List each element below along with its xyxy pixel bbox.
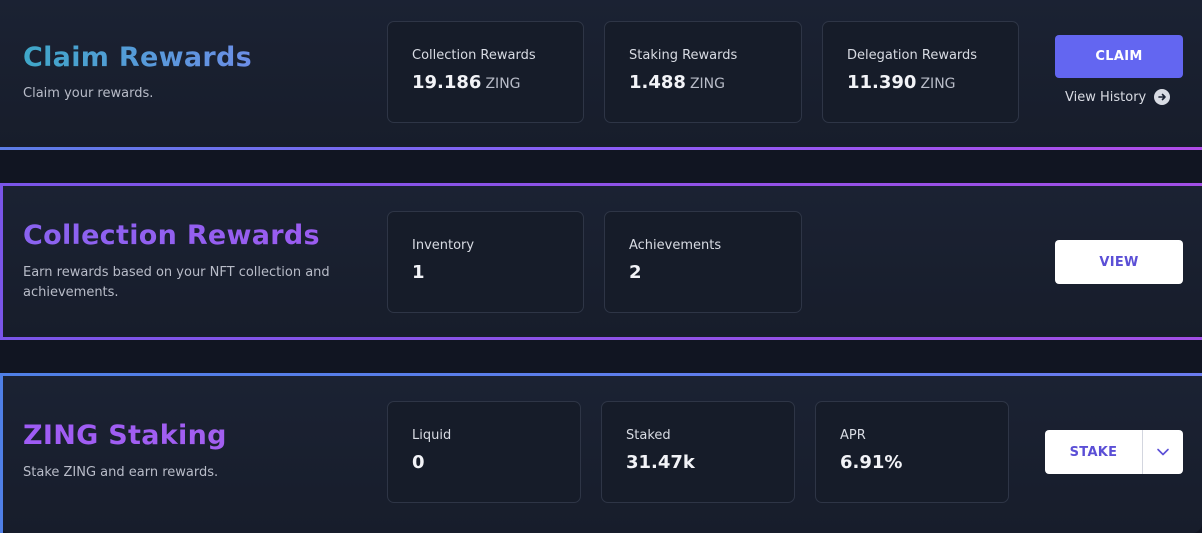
- delegation-rewards-card: Delegation Rewards 11.390 ZING: [822, 21, 1019, 123]
- collection-rewards-subtitle: Earn rewards based on your NFT collectio…: [23, 265, 330, 300]
- card-value: 11.390 ZING: [847, 72, 956, 93]
- claim-rewards-title: Claim Rewards: [23, 42, 252, 73]
- card-value: 2: [629, 262, 642, 283]
- card-value: 0: [412, 452, 425, 473]
- achievements-card: Achievements 2: [604, 211, 802, 313]
- card-label: Staking Rewards: [629, 48, 738, 63]
- card-label: Staked: [626, 428, 671, 443]
- view-history-link[interactable]: View History: [1065, 89, 1171, 105]
- arrow-right-icon: [1154, 89, 1171, 105]
- card-value: 1.488 ZING: [629, 72, 725, 93]
- liquid-card: Liquid 0: [387, 401, 581, 503]
- apr-card: APR 6.91%: [815, 401, 1009, 503]
- card-value: 19.186 ZING: [412, 72, 521, 93]
- stake-button[interactable]: STAKE: [1045, 430, 1142, 474]
- card-label: Liquid: [412, 428, 452, 443]
- card-label: Collection Rewards: [412, 48, 536, 63]
- claim-rewards-panel: [0, 0, 1202, 150]
- card-label: Delegation Rewards: [847, 48, 978, 63]
- collection-rewards-card: Collection Rewards 19.186 ZING: [387, 21, 584, 123]
- view-button[interactable]: VIEW: [1055, 240, 1183, 284]
- collection-rewards-title: Collection Rewards: [23, 220, 320, 251]
- inventory-card: Inventory 1: [387, 211, 584, 313]
- collection-rewards-panel: [0, 183, 1202, 340]
- zing-staking-title: ZING Staking: [23, 420, 227, 451]
- card-value: 6.91%: [840, 452, 903, 473]
- chevron-down-icon: [1157, 448, 1169, 456]
- staking-rewards-card: Staking Rewards 1.488 ZING: [604, 21, 802, 123]
- card-label: APR: [840, 428, 866, 443]
- claim-rewards-subtitle: Claim your rewards.: [23, 86, 154, 101]
- card-value: 31.47k: [626, 452, 695, 473]
- claim-button[interactable]: CLAIM: [1055, 35, 1183, 78]
- card-label: Achievements: [629, 238, 722, 253]
- card-value: 1: [412, 262, 425, 283]
- zing-staking-subtitle: Stake ZING and earn rewards.: [23, 465, 219, 480]
- view-history-label: View History: [1065, 89, 1147, 105]
- card-label: Inventory: [412, 238, 475, 253]
- staked-card: Staked 31.47k: [601, 401, 795, 503]
- stake-options-dropdown[interactable]: [1142, 430, 1183, 474]
